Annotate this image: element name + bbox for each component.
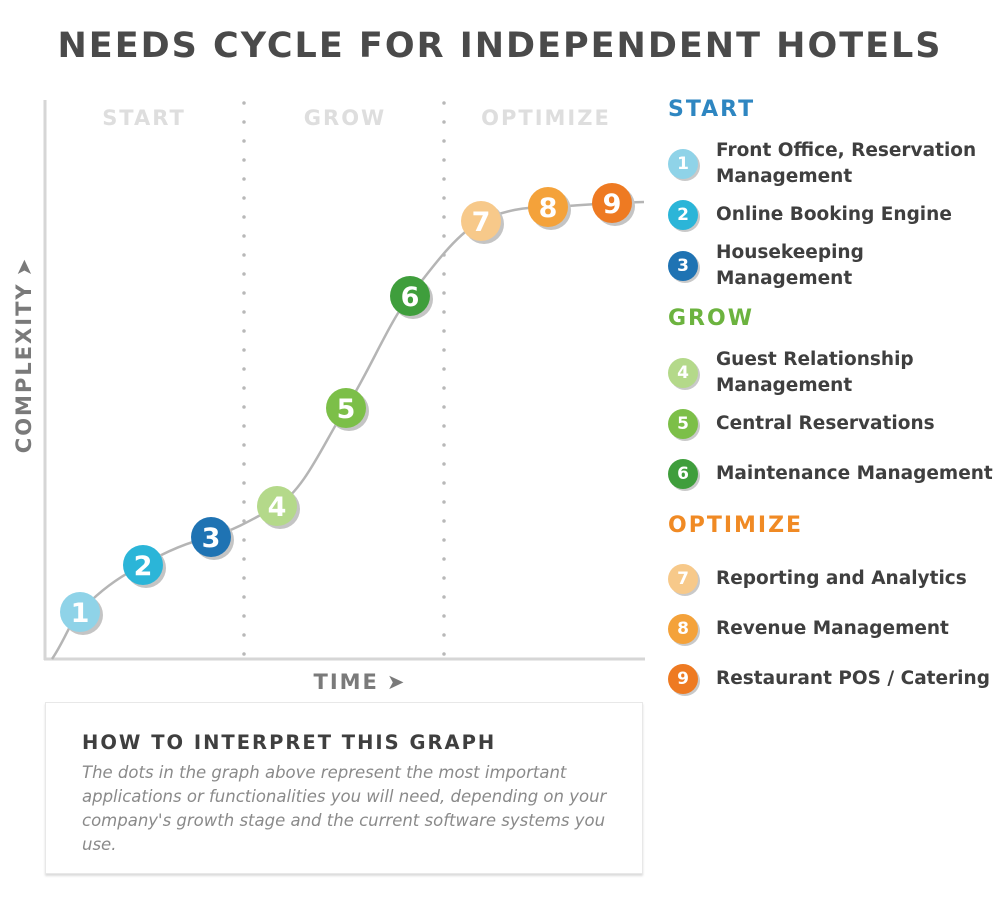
phase-label-grow: GROW [304, 106, 386, 130]
x-axis-arrow-icon: ➤ [387, 670, 407, 694]
graph-node-number: 7 [472, 207, 491, 238]
graph-node-5: 5 [326, 388, 369, 431]
graph-node-number: 1 [71, 598, 90, 629]
x-axis-label-text: TIME [314, 670, 379, 694]
x-axis-label: TIME ➤ [314, 670, 407, 694]
legend-item-label: Housekeeping Management [716, 242, 864, 289]
phase-label-optimize: OPTIMIZE [481, 106, 611, 130]
legend-group-start: START 1 Front Office, Reservation Manage… [668, 97, 998, 292]
legend-item: 3 Housekeeping Management [668, 240, 998, 292]
legend-item-label: Online Booking Engine [716, 204, 952, 225]
graph-node-number: 2 [134, 551, 153, 582]
y-axis-arrow-icon: ➤ [12, 257, 36, 277]
legend-group-title: GROW [668, 306, 754, 331]
graph-node-9: 9 [592, 183, 635, 226]
legend-group-grow: GROW 4 Guest Relationship Management 5 C… [668, 306, 998, 499]
badge-4: 4 [668, 358, 698, 388]
interpret-text: The dots in the graph above represent th… [82, 763, 607, 854]
badge-1: 1 [668, 149, 698, 179]
legend-item: 4 Guest Relationship Management [668, 347, 998, 399]
graph-node-number: 5 [337, 394, 356, 425]
graph-node-number: 4 [268, 492, 287, 523]
badge-6: 6 [668, 459, 698, 489]
legend-group-title: START [668, 97, 756, 122]
legend-group-title: OPTIMIZE [668, 513, 804, 538]
graph-node-number: 6 [401, 282, 420, 313]
badge-5: 5 [668, 409, 698, 439]
y-axis-label: COMPLEXITY ➤ [12, 257, 36, 453]
legend-item: 8 Revenue Management [668, 604, 998, 654]
graph-node-1: 1 [60, 592, 103, 635]
page-title: NEEDS CYCLE FOR INDEPENDENT HOTELS [57, 26, 943, 66]
graph-node-circle [60, 592, 100, 632]
graph-node-circle [123, 545, 163, 585]
legend-item: 7 Reporting and Analytics [668, 554, 998, 604]
legend-item-label: Reporting and Analytics [716, 568, 967, 589]
badge-8: 8 [668, 614, 698, 644]
legend-item: 2 Online Booking Engine [668, 190, 998, 240]
graph-node-circle [461, 201, 501, 241]
graph-node-circle [326, 388, 366, 428]
graph-node-4: 4 [257, 486, 300, 529]
y-axis-label-text: COMPLEXITY [12, 282, 36, 453]
legend-item-label: Front Office, Reservation Management [716, 140, 977, 187]
graph-node-number: 8 [539, 193, 558, 224]
graph-node-number: 9 [603, 189, 622, 220]
graph-node-circle [592, 183, 632, 223]
legend-item: 5 Central Reservations [668, 399, 998, 449]
graph-node-circle [390, 276, 430, 316]
legend-item-label: Central Reservations [716, 413, 935, 434]
legend-item: 9 Restaurant POS / Catering [668, 654, 998, 704]
interpret-title: HOW TO INTERPRET THIS GRAPH [82, 731, 497, 754]
graph-node-7: 7 [461, 201, 504, 244]
legend-item-label: Maintenance Management [716, 463, 993, 484]
graph-node-6: 6 [390, 276, 433, 319]
badge-3: 3 [668, 251, 698, 281]
graph-node-number: 3 [202, 523, 221, 554]
legend-item-label: Revenue Management [716, 618, 949, 639]
legend-item-label: Guest Relationship Management [716, 349, 914, 396]
legend-item: 1 Front Office, Reservation Management [668, 138, 998, 190]
legend-item-label: Restaurant POS / Catering [716, 668, 990, 689]
nodes-layer: 1 2 3 4 5 6 7 8 9 [60, 183, 635, 635]
phase-label-start: START [102, 106, 186, 130]
legend-group-optimize: OPTIMIZE 7 Reporting and Analytics 8 Rev… [668, 513, 998, 704]
graph-node-8: 8 [528, 187, 571, 230]
interpret-box: HOW TO INTERPRET THIS GRAPH The dots in … [45, 702, 643, 874]
legend: START 1 Front Office, Reservation Manage… [668, 97, 998, 718]
graph-node-circle [191, 517, 231, 557]
badge-9: 9 [668, 664, 698, 694]
badge-7: 7 [668, 564, 698, 594]
graph-node-circle [257, 486, 297, 526]
badge-2: 2 [668, 200, 698, 230]
graph-node-3: 3 [191, 517, 234, 560]
legend-item: 6 Maintenance Management [668, 449, 998, 499]
graph-node-circle [528, 187, 568, 227]
graph-node-2: 2 [123, 545, 166, 588]
